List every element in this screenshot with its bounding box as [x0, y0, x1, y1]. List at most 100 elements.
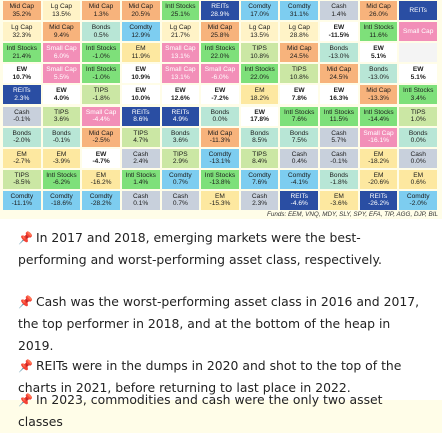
asset-class-name: Cash — [291, 150, 307, 158]
asset-cell: TIPS 1.0% — [398, 105, 438, 127]
asset-cell: EM 11.9% — [120, 42, 161, 64]
asset-cell: Intl Stocks -1.0% — [81, 42, 121, 64]
asset-return-value: -11.3% — [209, 137, 231, 145]
asset-class-name: Mid Cap — [326, 66, 352, 74]
asset-class-name: Bonds — [289, 129, 309, 137]
asset-class-name: Intl Stocks — [6, 45, 38, 53]
asset-return-value: 4.9% — [172, 116, 188, 124]
asset-class-name: TIPS — [252, 45, 267, 53]
asset-cell: EW 12.6% — [160, 84, 201, 106]
asset-return-value: 25.8% — [210, 31, 230, 39]
asset-return-value: -13.1% — [209, 158, 231, 166]
asset-cell: EW 16.3% — [319, 84, 359, 106]
asset-cell: Intl Stocks -14.4% — [358, 105, 399, 127]
asset-return-value: 11.5% — [329, 116, 348, 124]
asset-class-name: Mid Cap — [88, 129, 114, 137]
asset-return-value: 13.1% — [170, 73, 190, 81]
asset-cell: Mid Cap -11.3% — [200, 126, 240, 148]
asset-return-value: 0.6% — [410, 179, 426, 187]
asset-cell: EW 10.7% — [2, 63, 42, 85]
asset-return-value: 8.5% — [252, 137, 268, 145]
asset-cell: Lg Cap 13.5% — [239, 21, 280, 43]
asset-return-value: -1.8% — [330, 179, 348, 187]
asset-class-name: Bonds — [170, 129, 190, 137]
asset-cell: Comdty 17.0% — [239, 0, 280, 22]
asset-cell: Mid Cap 26.0% — [358, 0, 399, 22]
asset-return-value: 13.1% — [170, 52, 190, 60]
asset-return-value: 21.7% — [170, 31, 190, 39]
asset-return-value: -4.1% — [290, 179, 308, 187]
asset-cell: Mid Cap 24.5% — [319, 63, 359, 85]
paragraph-2-text: Cash was the worst-performing asset clas… — [18, 294, 420, 353]
asset-class-name: Comdty — [406, 192, 430, 200]
asset-class-name: Mid Cap — [286, 45, 312, 53]
asset-return-value: 18.2% — [250, 94, 269, 102]
asset-class-name: Comdty — [89, 192, 113, 200]
asset-return-value: 28.9% — [210, 10, 230, 18]
asset-return-value: -20.6% — [368, 179, 389, 187]
asset-cell: EM -15.3% — [200, 189, 240, 211]
asset-return-value: -7.2% — [211, 94, 229, 102]
asset-cell: Comdty -13.1% — [200, 147, 240, 169]
asset-cell: Comdty -2.0% — [398, 189, 438, 211]
pushpin-icon: 📌 — [18, 359, 33, 373]
asset-class-name: Cash — [133, 150, 149, 158]
asset-return-value: 12.6% — [170, 94, 190, 102]
asset-cell: EW 10.9% — [120, 63, 161, 85]
asset-cell: Bonds -1.8% — [319, 168, 359, 190]
asset-class-name: REITs — [369, 192, 388, 200]
asset-class-name: Comdty — [168, 171, 192, 179]
asset-class-returns-grid: Mid Cap 35.2% Lg Cap 13.5% Mid Cap 1.3% Mid Ca… — [2, 0, 438, 211]
asset-cell: EW 7.8% — [279, 84, 320, 106]
asset-cell: Intl Stocks 22.0% — [239, 63, 280, 85]
asset-return-value: 2.4% — [133, 158, 149, 166]
asset-class-name: Mid Cap — [88, 3, 114, 11]
asset-return-value: 11.9% — [131, 52, 150, 60]
asset-cell: Comdty -11.1% — [2, 189, 42, 211]
asset-cell: EW 17.8% — [239, 105, 280, 127]
asset-return-value: 21.4% — [12, 52, 32, 60]
asset-return-value: 9.4% — [53, 31, 69, 39]
asset-cell: Lg Cap 13.5% — [41, 0, 82, 22]
asset-cell: Cash 0.4% — [279, 147, 320, 169]
asset-class-name: Cash — [133, 192, 149, 200]
asset-class-name: EM — [135, 45, 146, 53]
asset-class-name: Lg Cap — [169, 24, 191, 32]
asset-return-value: 5.5% — [53, 73, 69, 81]
asset-cell: REITs -4.6% — [279, 189, 320, 211]
asset-class-name: Comdty — [129, 24, 153, 32]
asset-class-name: EW — [135, 66, 147, 74]
asset-return-value: -11.5% — [328, 31, 350, 39]
asset-class-name: Intl Stocks — [85, 66, 117, 74]
asset-cell: Comdty 12.9% — [120, 21, 161, 43]
asset-return-value: -26.2% — [368, 200, 389, 208]
asset-class-name: Intl Stocks — [323, 108, 355, 116]
asset-class-name: Comdty — [287, 3, 311, 11]
asset-class-name: Mid Cap — [366, 3, 391, 11]
asset-class-name: Bonds — [12, 129, 32, 137]
asset-class-name: Small Cap — [204, 66, 236, 74]
asset-return-value: 3.6% — [172, 137, 188, 145]
asset-class-name: Mid Cap — [366, 87, 391, 95]
asset-return-value: 28.8% — [289, 31, 309, 39]
asset-cell: TIPS 8.4% — [239, 147, 280, 169]
asset-class-name: EW — [333, 24, 345, 32]
asset-class-name: TIPS — [291, 66, 307, 74]
asset-cell: Intl Stocks 22.0% — [200, 42, 240, 64]
asset-cell: Intl Stocks 21.4% — [2, 42, 42, 64]
asset-class-name: Cash — [14, 108, 30, 116]
asset-class-name: Bonds — [52, 129, 71, 137]
asset-class-name: Bonds — [210, 108, 230, 116]
asset-cell: Intl Stocks 7.6% — [279, 105, 320, 127]
asset-class-name: EW — [56, 87, 67, 95]
asset-return-value: 24.5% — [329, 73, 349, 81]
asset-return-value: 20.5% — [131, 10, 151, 18]
asset-class-name: TIPS — [14, 171, 30, 179]
asset-class-name: Intl Stocks — [204, 45, 236, 53]
asset-return-value: 8.6% — [133, 116, 149, 124]
asset-cell: REITs 4.9% — [160, 105, 201, 127]
asset-class-name: Intl Stocks — [402, 87, 434, 95]
asset-return-value: -0.1% — [13, 116, 31, 124]
asset-return-value: 10.0% — [131, 94, 151, 102]
asset-return-value: 31.1% — [289, 10, 309, 18]
